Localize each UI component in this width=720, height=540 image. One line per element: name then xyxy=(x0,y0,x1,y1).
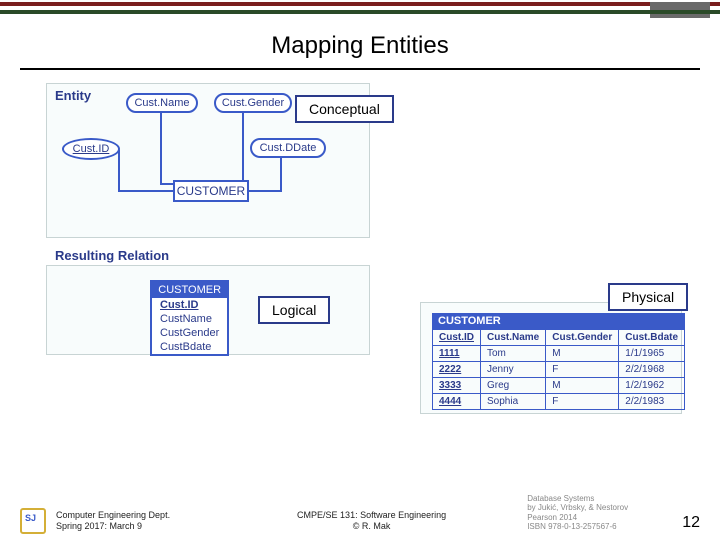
table-cell: 2/2/1968 xyxy=(619,362,685,378)
title-underline xyxy=(20,68,700,70)
physical-data-table: CUSTOMER Cust.ID Cust.Name Cust.Gender C… xyxy=(432,313,685,410)
sjsu-logo xyxy=(20,508,48,532)
conceptual-tag: Conceptual xyxy=(295,95,394,123)
footer-center: CMPE/SE 131: Software Engineering © R. M… xyxy=(216,510,527,532)
footer-copyright: © R. Mak xyxy=(216,521,527,532)
table-header: Cust.Name xyxy=(481,330,546,346)
table-cell: M xyxy=(546,346,619,362)
er-entity-label: CUSTOMER xyxy=(177,184,245,198)
footer-left: Computer Engineering Dept. Spring 2017: … xyxy=(56,510,216,532)
attr-custname-label: Cust.Name xyxy=(134,97,189,109)
content-area: Entity Resulting Relation Cust.Name Cust… xyxy=(20,80,700,492)
table-cell: 1/2/1962 xyxy=(619,378,685,394)
relation-row: CustBdate xyxy=(152,340,227,354)
er-line-3 xyxy=(118,150,120,192)
table-cell: 2222 xyxy=(433,362,481,378)
er-line-1 xyxy=(160,113,162,183)
entity-heading: Entity xyxy=(55,88,91,103)
conceptual-tag-label: Conceptual xyxy=(309,101,380,117)
attr-custbdate-label: Cust.DDate xyxy=(260,142,317,154)
attr-custname: Cust.Name xyxy=(126,93,198,113)
relation-row: Cust.ID xyxy=(152,298,227,312)
table-cell: F xyxy=(546,394,619,410)
er-line-3b xyxy=(118,190,178,192)
relation-schema-box: CUSTOMER Cust.ID CustName CustGender Cus… xyxy=(150,280,229,356)
slide-footer: Computer Engineering Dept. Spring 2017: … xyxy=(0,494,720,532)
relation-schema-title: CUSTOMER xyxy=(152,282,227,298)
table-cell: 4444 xyxy=(433,394,481,410)
table-cell: 3333 xyxy=(433,378,481,394)
footer-right: Database Systems by Jukić, Vrbsky, & Nes… xyxy=(527,494,672,532)
top-right-gray-block xyxy=(650,2,710,18)
table-row: 2222JennyF2/2/1968 xyxy=(433,362,685,378)
page-number: 12 xyxy=(682,514,700,532)
table-cell: Greg xyxy=(481,378,546,394)
footer-book-authors: by Jukić, Vrbsky, & Nestorov xyxy=(527,503,672,513)
attr-custgender: Cust.Gender xyxy=(214,93,292,113)
footer-course: CMPE/SE 131: Software Engineering xyxy=(216,510,527,521)
er-line-2 xyxy=(242,113,244,183)
attr-custid: Cust.ID xyxy=(62,138,120,160)
table-header: Cust.ID xyxy=(433,330,481,346)
table-header: Cust.Gender xyxy=(546,330,619,346)
physical-table-caption: CUSTOMER xyxy=(432,313,685,329)
er-entity-box: CUSTOMER xyxy=(173,180,249,202)
table-cell: Tom xyxy=(481,346,546,362)
table-cell: 1111 xyxy=(433,346,481,362)
footer-book-isbn: ISBN 978-0-13-257567-6 xyxy=(527,522,672,532)
logical-tag: Logical xyxy=(258,296,330,324)
physical-tag-label: Physical xyxy=(622,289,674,305)
table-header: Cust.Bdate xyxy=(619,330,685,346)
decorative-top-bar xyxy=(0,0,720,22)
attr-custgender-label: Cust.Gender xyxy=(222,97,284,109)
footer-book-pub: Pearson 2014 xyxy=(527,513,672,523)
slide-title: Mapping Entities xyxy=(0,32,720,60)
table-header-row: Cust.ID Cust.Name Cust.Gender Cust.Bdate xyxy=(433,330,685,346)
table-cell: Sophia xyxy=(481,394,546,410)
table-cell: M xyxy=(546,378,619,394)
physical-tag: Physical xyxy=(608,283,688,311)
table-row: 4444SophiaF2/2/1983 xyxy=(433,394,685,410)
footer-date: Spring 2017: March 9 xyxy=(56,521,216,532)
table-cell: 2/2/1983 xyxy=(619,394,685,410)
resulting-relation-heading: Resulting Relation xyxy=(55,248,169,263)
er-line-4 xyxy=(280,158,282,192)
table-cell: 1/1/1965 xyxy=(619,346,685,362)
footer-book-title: Database Systems xyxy=(527,494,672,504)
footer-dept: Computer Engineering Dept. xyxy=(56,510,216,521)
logical-tag-label: Logical xyxy=(272,302,316,318)
relation-row: CustGender xyxy=(152,326,227,340)
attr-custbdate: Cust.DDate xyxy=(250,138,326,158)
table-row: 3333GregM1/2/1962 xyxy=(433,378,685,394)
table-cell: Jenny xyxy=(481,362,546,378)
relation-row: CustName xyxy=(152,312,227,326)
attr-custid-label: Cust.ID xyxy=(73,143,110,155)
table-cell: F xyxy=(546,362,619,378)
table-row: 1111TomM1/1/1965 xyxy=(433,346,685,362)
